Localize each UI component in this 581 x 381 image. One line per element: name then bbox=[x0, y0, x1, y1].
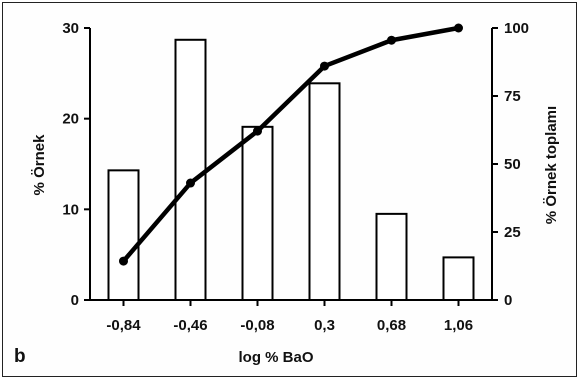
x-tick-label: 0,3 bbox=[314, 317, 335, 334]
bar bbox=[174, 38, 207, 302]
bar bbox=[375, 212, 408, 301]
line-point bbox=[454, 23, 463, 33]
bars-layer bbox=[107, 38, 475, 302]
line-point bbox=[320, 61, 329, 71]
left-y-tick-label: 10 bbox=[62, 201, 79, 218]
bar bbox=[442, 256, 475, 301]
left-y-tick-label: 30 bbox=[62, 20, 79, 37]
bar bbox=[107, 169, 140, 301]
line-point bbox=[387, 35, 396, 45]
x-tick-label: -0,46 bbox=[173, 317, 207, 334]
x-axis-title: log % BaO bbox=[238, 349, 313, 366]
line-point bbox=[253, 126, 262, 136]
bar bbox=[308, 82, 341, 301]
panel-label: b bbox=[14, 346, 26, 367]
x-tick-label: 1,06 bbox=[444, 317, 473, 334]
cumulative-line bbox=[121, 25, 461, 264]
right-y-tick-label: 100 bbox=[504, 20, 529, 37]
right-y-axis-title: % Örnek toplamı bbox=[543, 106, 560, 224]
cumulative-line-layer bbox=[119, 23, 463, 266]
x-tick-label: -0,84 bbox=[106, 317, 141, 334]
labels-layer: 0 10 20 30 0 25 50 75 100 -0,84 -0,46 -0,08 0,3 0,68 1… bbox=[62, 20, 529, 334]
x-tick-label: -0,08 bbox=[240, 317, 274, 334]
axes-layer bbox=[84, 27, 498, 306]
right-y-tick-label: 50 bbox=[504, 156, 521, 173]
right-y-tick-label: 25 bbox=[504, 224, 521, 241]
right-y-tick-label: 75 bbox=[504, 88, 521, 105]
left-y-tick-label: 0 bbox=[71, 292, 79, 309]
figure-frame bbox=[2, 2, 577, 377]
bar bbox=[241, 125, 274, 302]
left-y-tick-label: 20 bbox=[62, 111, 79, 128]
x-tick-label: 0,68 bbox=[377, 317, 406, 334]
line-point bbox=[186, 178, 195, 188]
right-y-tick-label: 0 bbox=[504, 292, 512, 309]
left-y-axis-title: % Örnek bbox=[31, 134, 48, 196]
line-point bbox=[119, 256, 128, 266]
